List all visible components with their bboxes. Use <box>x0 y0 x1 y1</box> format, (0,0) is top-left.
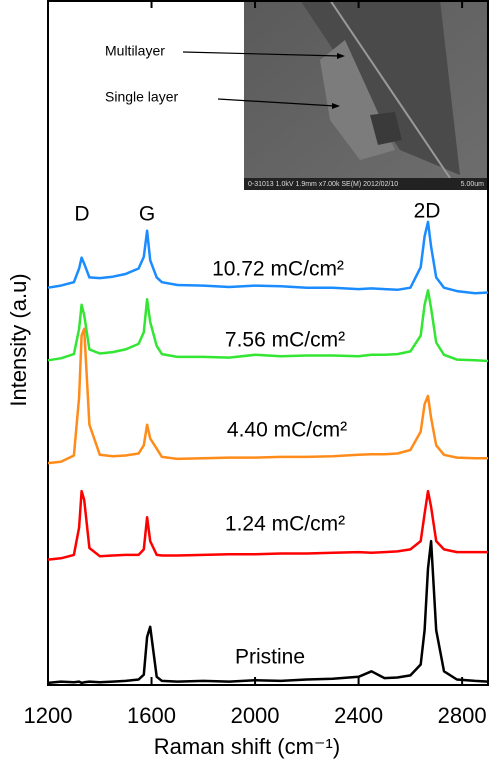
x-tick-label: 2400 <box>334 703 383 728</box>
series-label: 7.56 mC/cm² <box>225 329 345 352</box>
spectrum-line <box>47 327 488 465</box>
inset-label: Multilayer <box>105 43 165 59</box>
spectrum-line <box>47 289 489 363</box>
x-tick-label: 1200 <box>24 703 73 728</box>
inset-label: Single layer <box>105 89 178 105</box>
inset-image: 0-31013 1.0kV 1.9mm x7.00k SE(M) 2012/02… <box>244 0 488 190</box>
spectrum-line <box>47 489 488 561</box>
series-label: 1.24 mC/cm² <box>225 513 345 536</box>
peak-label: D <box>74 203 89 226</box>
series-label: Pristine <box>235 646 305 669</box>
spectrum-line <box>47 220 489 295</box>
arrow-head <box>337 53 345 59</box>
plot-frame <box>47 0 489 686</box>
x-tick-label: 2800 <box>438 703 487 728</box>
peak-label: 2D <box>414 200 441 223</box>
x-tick-label: 1600 <box>127 703 176 728</box>
series-label: 4.40 mC/cm² <box>227 419 347 442</box>
y-axis-label: Intensity (a.u) <box>6 273 31 406</box>
inset-caption: 0-31013 1.0kV 1.9mm x7.00k SE(M) 2012/02… <box>248 181 398 188</box>
arrow <box>217 98 336 107</box>
inset-scale: 5.00um <box>461 181 485 188</box>
spectrum-line <box>47 539 489 685</box>
arrow <box>182 51 341 57</box>
arrow-head <box>332 103 340 109</box>
x-tick-label: 2000 <box>231 703 280 728</box>
x-axis-label: Raman shift (cm⁻¹) <box>154 734 340 759</box>
series-label: 10.72 mC/cm² <box>212 258 344 281</box>
peak-label: G <box>139 203 155 226</box>
